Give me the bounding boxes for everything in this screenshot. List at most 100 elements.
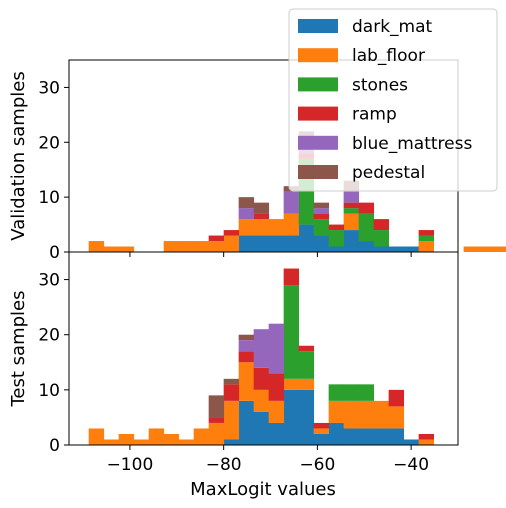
bar-dark_mat-bin-12 <box>268 422 285 445</box>
y-tick-label: 0 <box>49 436 60 456</box>
bar-dark_mat-bin-14 <box>298 389 315 445</box>
bar-lab_floor-bin-8 <box>208 422 225 445</box>
y-tick-label: 20 <box>38 326 60 346</box>
bar-blue_mattress-bin-11 <box>253 329 270 368</box>
bar-dark_mat-bin-17 <box>343 428 360 445</box>
y-tick-label: 30 <box>38 271 60 291</box>
bar-lab_floor-bin-16 <box>328 400 345 423</box>
bar-lab_floor-bin-25 <box>463 246 480 252</box>
bar-stones-bin-16 <box>328 230 345 247</box>
bar-ramp-bin-11 <box>253 367 270 390</box>
bar-lab_floor-bin-4 <box>148 428 165 445</box>
axes-frame <box>68 251 459 446</box>
bar-stones-bin-19 <box>373 230 390 247</box>
bar-ramp-bin-18 <box>358 202 375 214</box>
bar-lab_floor-bin-27 <box>493 246 506 252</box>
bar-dark_mat-bin-19 <box>373 246 390 252</box>
y-axis-label: Test samples <box>8 291 29 408</box>
legend-swatch-lab_floor <box>298 48 338 63</box>
bar-lab_floor-bin-7 <box>193 241 210 252</box>
bar-pedestal-bin-11 <box>253 202 270 214</box>
bar-stones-bin-13 <box>283 285 300 379</box>
bar-pedestal-bin-10 <box>238 197 255 209</box>
bar-lab_floor-bin-15 <box>313 428 330 434</box>
bar-pedestal-bin-15 <box>313 202 330 209</box>
bar-lab_floor-bin-22 <box>418 241 435 252</box>
bar-lab_floor-bin-12 <box>268 219 285 236</box>
bar-ramp-bin-8 <box>208 417 225 423</box>
bar-ramp-bin-13 <box>283 268 300 286</box>
legend-label-lab_floor: lab_floor <box>352 46 425 66</box>
bar-blue_mattress-bin-12 <box>268 323 285 374</box>
bar-lab_floor-bin-1 <box>103 246 120 252</box>
bar-dark_mat-bin-12 <box>268 235 285 252</box>
y-tick-label: 30 <box>38 78 60 98</box>
test-subplot: 0 10 20 30 Test samples −100 −80 −60 −40 <box>8 251 459 475</box>
bar-lab_floor-bin-10 <box>238 219 255 236</box>
x-tick-label: −80 <box>206 455 242 475</box>
bar-lab_floor-bin-11 <box>253 219 270 236</box>
bar-dark_mat-bin-19 <box>373 428 390 445</box>
bar-lab_floor-bin-10 <box>238 362 255 401</box>
bar-ramp-bin-9 <box>223 230 240 236</box>
bar-stones-bin-18 <box>358 384 375 401</box>
legend-swatch-ramp <box>298 106 338 121</box>
bar-lab_floor-bin-18 <box>358 400 375 429</box>
bar-ramp-bin-11 <box>253 213 270 220</box>
bar-ramp-bin-8 <box>208 235 225 242</box>
bar-lab_floor-bin-0 <box>88 241 105 252</box>
legend-label-blue_mattress: blue_mattress <box>352 134 472 154</box>
bar-lab_floor-bin-9 <box>223 235 240 252</box>
bar-dark_mat-bin-11 <box>253 411 270 445</box>
legend-swatch-stones <box>298 77 338 92</box>
bar-lab_floor-bin-12 <box>268 400 285 423</box>
bar-ramp-bin-22 <box>418 433 435 440</box>
bar-ramp-bin-22 <box>418 230 435 236</box>
bar-dark_mat-bin-18 <box>358 428 375 445</box>
x-axis-label: MaxLogit values <box>190 479 336 500</box>
bar-ramp-bin-19 <box>373 219 390 231</box>
bar-dark_mat-bin-20 <box>388 246 405 252</box>
bar-lab_floor-bin-2 <box>118 246 135 252</box>
bar-lab_floor-bin-20 <box>388 406 405 429</box>
bar-lab_floor-bin-5 <box>163 241 180 252</box>
bar-lab_floor-bin-14 <box>298 378 315 390</box>
legend-label-pedestal: pedestal <box>352 163 425 183</box>
bar-stones-bin-18 <box>358 213 375 242</box>
bar-dark_mat-bin-16 <box>328 422 345 445</box>
bar-dark_mat-bin-9 <box>223 439 240 445</box>
y-tick-label: 10 <box>38 381 60 401</box>
bar-ramp-bin-14 <box>298 345 315 352</box>
bar-blue_mattress-bin-10 <box>238 208 255 220</box>
bar-ramp-bin-17 <box>343 202 360 209</box>
legend-box <box>288 8 498 192</box>
x-tick-label: −40 <box>393 455 429 475</box>
bar-lab_floor-bin-26 <box>478 246 495 252</box>
bar-lab_floor-bin-19 <box>373 400 390 429</box>
bar-pedestal-bin-9 <box>223 378 240 385</box>
bar-blue_mattress-bin-17 <box>343 191 360 203</box>
y-tick-label: 10 <box>38 188 60 208</box>
bar-dark_mat-bin-21 <box>403 246 420 252</box>
bar-stones-bin-16 <box>328 384 345 401</box>
bar-dark_mat-bin-18 <box>358 241 375 252</box>
bar-lab_floor-bin-11 <box>253 389 270 412</box>
bar-lab_floor-bin-17 <box>343 400 360 429</box>
bar-stones-bin-17 <box>343 384 360 401</box>
bar-lab_floor-bin-6 <box>178 439 195 445</box>
bar-blue_mattress-bin-10 <box>238 340 255 352</box>
bar-dark_mat-bin-10 <box>238 400 255 445</box>
y-axis-label: Validation samples <box>8 71 29 240</box>
bar-lab_floor-bin-6 <box>178 241 195 252</box>
bar-stones-bin-22 <box>418 235 435 242</box>
bar-dark_mat-bin-10 <box>238 235 255 252</box>
bar-lab_floor-bin-22 <box>418 439 435 445</box>
bar-ramp-bin-20 <box>388 389 405 407</box>
legend-label-stones: stones <box>352 75 408 95</box>
bar-lab_floor-bin-13 <box>283 378 300 390</box>
bar-ramp-bin-16 <box>328 224 345 231</box>
bar-ramp-bin-15 <box>313 213 330 220</box>
bar-stones-bin-15 <box>313 219 330 236</box>
legend-label-ramp: ramp <box>352 105 397 125</box>
